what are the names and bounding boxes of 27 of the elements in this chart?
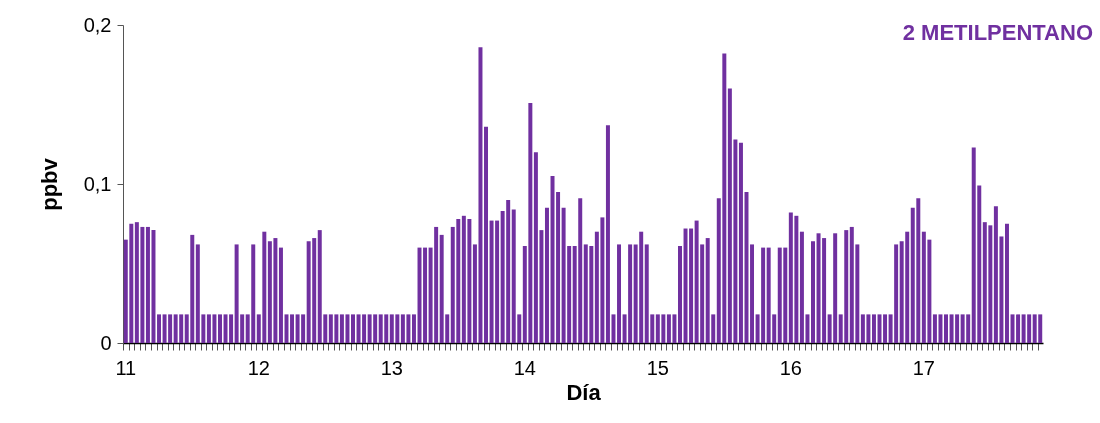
bar (677, 246, 682, 343)
chart-title: 2 METILPENTANO (902, 20, 1093, 45)
x-tick-label: 16 (779, 356, 802, 379)
bar (871, 314, 876, 343)
bar (484, 126, 489, 343)
x-tick-label: 11 (115, 356, 137, 379)
x-tick-label: 14 (513, 356, 536, 379)
y-tick-label: 0,2 (83, 13, 112, 36)
bar (944, 314, 949, 343)
bar (157, 314, 162, 343)
bar (290, 314, 295, 343)
x-tick-label: 13 (380, 356, 403, 379)
y-axis-title: ppbv (36, 157, 62, 211)
bar (411, 314, 416, 343)
x-tick-label: 12 (247, 356, 270, 379)
bar (617, 244, 622, 343)
x-axis-title: Día (566, 379, 602, 405)
bar (544, 207, 549, 343)
bar (351, 314, 355, 343)
bar (750, 244, 755, 343)
y-tick-label: 0 (100, 331, 112, 354)
bar (1004, 223, 1009, 343)
x-tick-label: 15 (646, 356, 669, 379)
y-tick-label: 0,1 (83, 172, 112, 195)
bar (811, 241, 815, 343)
bar (217, 314, 222, 343)
x-tick-label: 17 (912, 356, 935, 379)
